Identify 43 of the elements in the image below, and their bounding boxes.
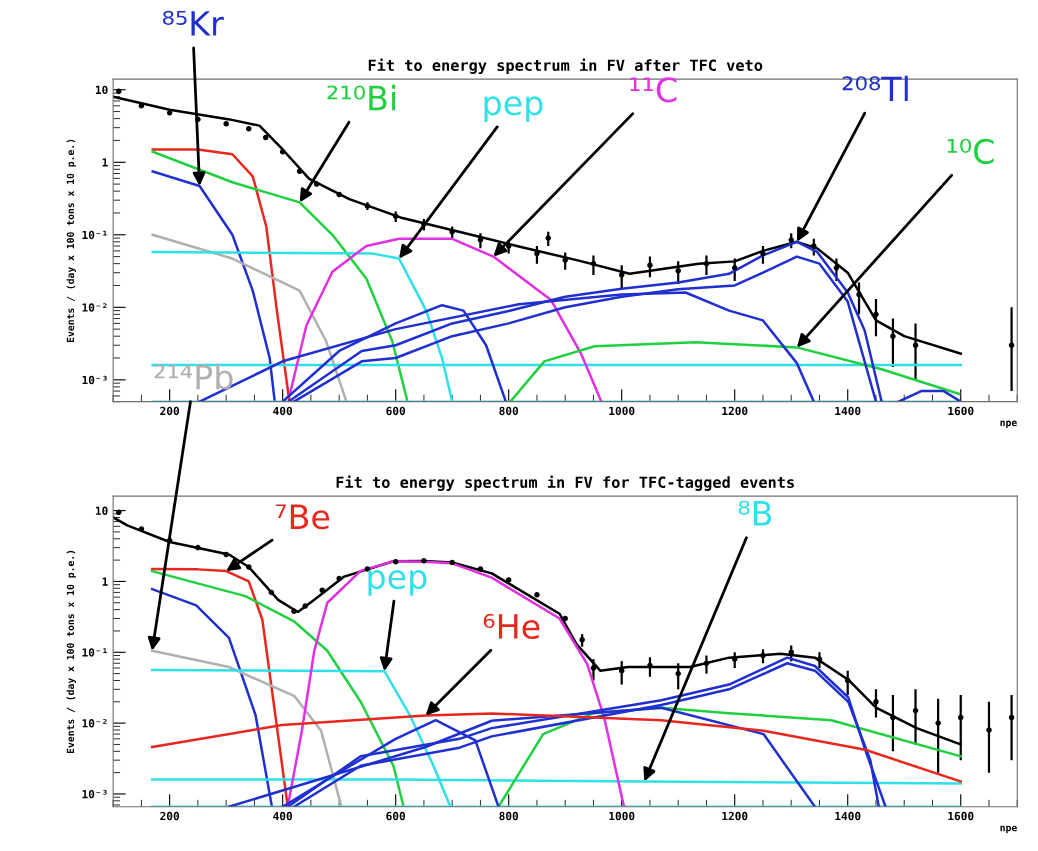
x-tick-label: 600 xyxy=(386,406,406,416)
text: pep xyxy=(484,96,543,122)
y-tick-label: 10⁻³ xyxy=(82,375,107,385)
x-tick-label: 800 xyxy=(499,406,519,416)
y-tick-label: 10⁻³ xyxy=(82,789,107,799)
x-axis-title: npe xyxy=(1000,420,1017,429)
y-tick-label: 1 xyxy=(102,158,108,167)
x-tick-label: 1400 xyxy=(835,811,861,821)
text: ²¹⁰Bi xyxy=(327,84,396,111)
y-tick-label: 10⁻¹ xyxy=(82,648,107,657)
y-tick-label: 10 xyxy=(95,506,108,515)
chart-title: Fit to energy spectrum in FV after TFC veto xyxy=(368,58,763,74)
x-tick-label: 1600 xyxy=(948,811,974,821)
y-tick-label: 10 xyxy=(95,85,108,95)
text: ⁸B xyxy=(738,500,772,526)
text: ⁸⁵Kr xyxy=(162,10,224,36)
y-tick-label: 1 xyxy=(102,577,108,586)
x-tick-label: 400 xyxy=(273,811,293,821)
y-tick-label: 10⁻¹ xyxy=(82,230,107,240)
x-axis-title: npe xyxy=(1000,825,1017,834)
x-tick-label: 600 xyxy=(386,811,406,821)
x-tick-label: 800 xyxy=(499,811,519,821)
y-tick-label: 10⁻² xyxy=(82,719,107,728)
y-axis-title: Events / (day x 100 tons x 10 p.e.) xyxy=(66,550,76,754)
y-tick-label: 10⁻² xyxy=(82,303,107,312)
x-tick-label: 1600 xyxy=(948,406,974,416)
x-tick-label: 200 xyxy=(160,406,180,416)
text: pep xyxy=(368,570,427,596)
text: ⁶He xyxy=(483,613,540,640)
text: ²⁰⁸Tl xyxy=(842,75,908,102)
x-tick-label: 200 xyxy=(160,811,180,821)
x-tick-label: 400 xyxy=(273,406,293,416)
series-label: ⁷Be xyxy=(275,504,330,530)
chart-title: Fit to energy spectrum in FV for TFC-tagged events xyxy=(336,475,794,491)
x-tick-label: 1200 xyxy=(722,406,748,416)
y-axis-title: Events / (day x 100 tons x 10 p.e.) xyxy=(66,139,76,343)
x-tick-label: 1000 xyxy=(609,811,635,821)
x-tick-label: 1200 xyxy=(722,811,748,821)
text: ¹¹C xyxy=(630,77,677,103)
text: ²¹⁴Pb xyxy=(154,363,233,390)
text: ¹⁰C xyxy=(947,138,994,165)
x-tick-label: 1000 xyxy=(609,406,635,416)
x-tick-label: 1400 xyxy=(835,406,861,416)
